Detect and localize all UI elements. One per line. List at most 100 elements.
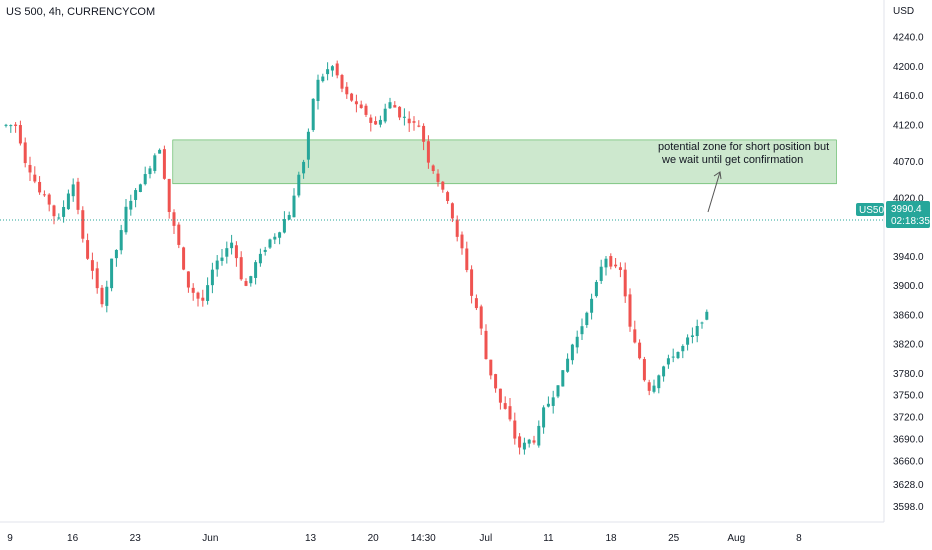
candle-body — [666, 358, 670, 365]
candle-body — [134, 190, 138, 200]
candle-body — [527, 439, 531, 444]
candle-body — [321, 76, 325, 82]
y-tick-label: 4020.0 — [893, 193, 924, 204]
candle-body — [311, 98, 315, 131]
candle-body — [633, 329, 637, 343]
candle-body — [566, 358, 570, 372]
candle-body — [546, 403, 550, 407]
candle-body — [359, 104, 363, 109]
symbol-tag-text: US500 — [859, 205, 890, 216]
annotation-line-1: potential zone for short position but — [658, 141, 829, 153]
x-tick-label: 23 — [130, 533, 142, 544]
candle-body — [110, 258, 114, 289]
y-tick-label: 3628.0 — [893, 480, 924, 491]
candle-body — [114, 249, 118, 259]
candle-body — [206, 285, 210, 301]
candle-body — [90, 260, 94, 271]
candle-body — [585, 312, 589, 326]
y-tick-label: 4240.0 — [893, 33, 924, 44]
candle-body — [474, 298, 478, 309]
candle-body — [100, 287, 104, 305]
candle-body — [66, 193, 70, 210]
x-tick-label: Jun — [202, 533, 218, 544]
candle-body — [158, 149, 162, 154]
candle-body — [374, 121, 378, 125]
candle-body — [105, 286, 109, 306]
candle-body — [686, 337, 690, 345]
candle-body — [638, 342, 642, 359]
candle-body — [215, 260, 219, 270]
candle-body — [350, 93, 354, 101]
y-tick-label: 4120.0 — [893, 120, 924, 131]
candle-body — [306, 131, 310, 160]
candle-body — [383, 108, 387, 122]
candle-body — [76, 181, 80, 210]
candle-body — [148, 168, 152, 175]
candle-body — [450, 203, 454, 219]
candle-body — [162, 149, 166, 179]
y-tick-label: 3598.0 — [893, 502, 924, 513]
candle-body — [330, 66, 334, 71]
candle-body — [191, 287, 195, 293]
candle-body — [369, 117, 373, 123]
candle-body — [705, 311, 709, 320]
candle-body — [623, 269, 627, 297]
candle-body — [508, 406, 512, 420]
symbol-tag-bg — [856, 203, 884, 216]
candle-body — [153, 155, 157, 171]
candle-body — [364, 105, 368, 115]
candle-body — [4, 124, 8, 126]
candle-body — [182, 247, 186, 270]
candle-body — [33, 174, 37, 182]
candle-body — [426, 141, 430, 163]
candle-body — [671, 356, 675, 358]
y-tick-label: 3750.0 — [893, 391, 924, 402]
candle-body — [484, 330, 488, 360]
candle-body — [465, 248, 469, 271]
x-tick-label: 20 — [368, 533, 380, 544]
candle-body — [119, 230, 123, 251]
annotation-layer: potential zone for short position but we… — [658, 141, 829, 213]
price-tag-value: 3990.4 — [891, 204, 922, 215]
x-tick-label: 14:30 — [411, 533, 436, 544]
candle-body — [561, 370, 565, 387]
candle-body — [662, 366, 666, 377]
candle-body — [9, 125, 13, 127]
candle-body — [513, 420, 517, 439]
candle-body — [71, 184, 75, 197]
candle-body — [340, 75, 344, 89]
candle-body — [402, 116, 406, 118]
candle-body — [225, 248, 229, 257]
x-tick-label: 9 — [7, 533, 13, 544]
candle-body — [258, 253, 262, 264]
candle-body — [268, 239, 272, 248]
candle-body — [556, 385, 560, 397]
candle-body — [143, 174, 147, 185]
candle-body — [345, 86, 349, 95]
candle-body — [479, 306, 483, 329]
y-tick-label: 4070.0 — [893, 157, 924, 168]
price-tag-bg — [886, 201, 930, 228]
candle-body — [542, 407, 546, 428]
candle-body — [273, 236, 277, 240]
x-tick-label: 8 — [796, 533, 802, 544]
candle-body — [378, 119, 382, 125]
candle-body — [676, 352, 680, 359]
candle-body — [522, 442, 526, 450]
price-tags: US500 3990.4 02:18:35 — [856, 201, 930, 228]
annotation-arrow-head — [713, 171, 722, 180]
candle-body — [604, 258, 608, 268]
candle-body — [436, 173, 440, 182]
zone-rect — [172, 139, 837, 185]
candle-body — [38, 181, 42, 193]
candle-body — [234, 245, 238, 259]
candle-body — [220, 257, 224, 261]
candle-body — [297, 174, 301, 196]
candle-body — [412, 121, 416, 123]
candle-body — [95, 268, 99, 289]
candle-body — [278, 232, 282, 238]
candle-body — [470, 269, 474, 296]
candle-body — [494, 374, 498, 389]
candle-body — [230, 242, 234, 249]
